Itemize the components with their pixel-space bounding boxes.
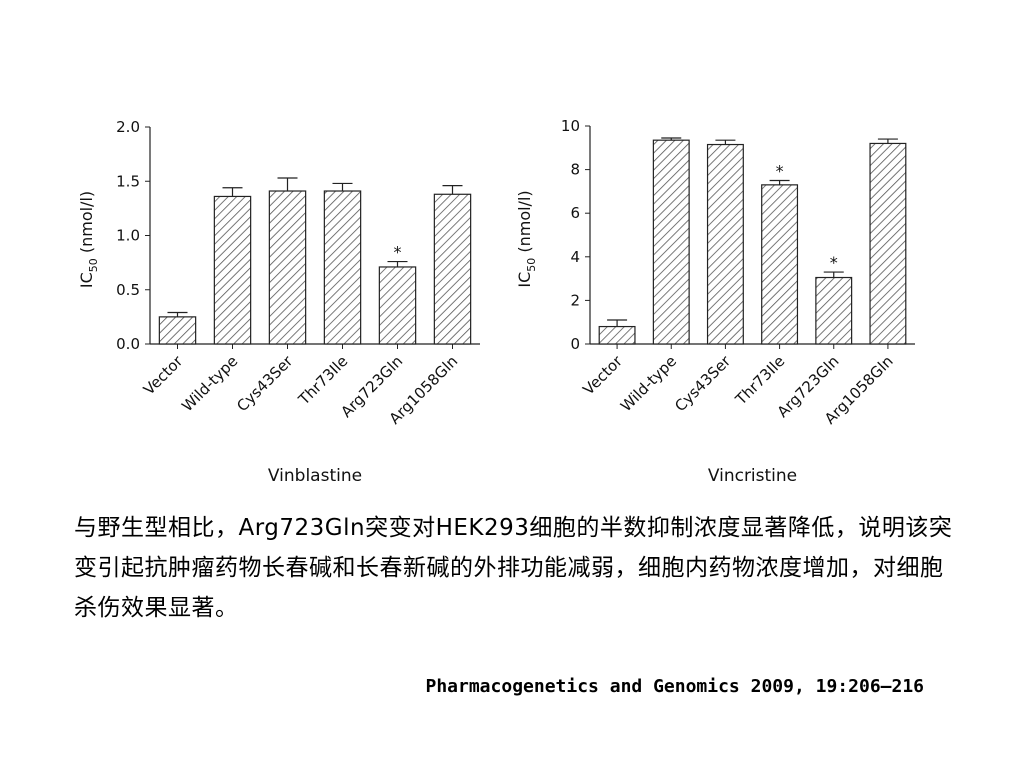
category-label: Cys43Ser [233, 352, 297, 416]
y-tick-label: 8 [570, 161, 580, 179]
bar-arg1058gln [869, 142, 907, 345]
bar-arg723gln [378, 266, 417, 345]
y-tick-label: 2 [570, 291, 580, 309]
y-tick-label: 1.5 [116, 172, 140, 190]
chart-title: Vincristine [708, 466, 797, 486]
citation-text: Pharmacogenetics and Genomics 2009, 19:2… [425, 676, 925, 697]
significance-star: * [394, 243, 402, 262]
bar-vector [158, 316, 197, 345]
bar-vector [598, 325, 636, 345]
chart-title: Vinblastine [268, 466, 362, 486]
y-tick-label: 0.5 [116, 281, 140, 299]
bar-thr73ile [761, 184, 799, 345]
y-tick-label: 2.0 [116, 118, 140, 136]
category-label: Vector [140, 352, 187, 399]
y-tick-label: 0.0 [116, 335, 140, 353]
y-tick-label: 1.0 [116, 227, 140, 245]
category-label: Wild-type [178, 352, 241, 415]
bar-wild-type [652, 139, 690, 345]
bar-arg1058gln [433, 193, 472, 345]
significance-star: * [830, 253, 838, 272]
bar-cys43ser [268, 190, 307, 345]
y-tick-label: 6 [570, 204, 580, 222]
y-axis-title: IC50 (nmol/l) [77, 191, 100, 288]
category-label: Wild-type [617, 352, 680, 415]
category-label: Thr73Ile [294, 352, 351, 409]
bar-thr73ile [323, 190, 362, 345]
y-tick-label: 10 [561, 117, 580, 135]
category-label: Cys43Ser [671, 352, 735, 416]
bar-wild-type [213, 195, 252, 345]
category-label: Vector [579, 352, 626, 399]
category-label: Thr73Ile [731, 352, 788, 409]
bar-arg723gln [815, 276, 853, 345]
y-axis-title: IC50 (nmol/l) [515, 190, 538, 287]
bar-cys43ser [706, 143, 744, 345]
caption-text: 与野生型相比，Arg723Gln突变对HEK293细胞的半数抑制浓度显著降低，说… [74, 515, 953, 621]
significance-star: * [776, 162, 784, 181]
y-tick-label: 0 [570, 335, 580, 353]
vinblastine-chart: 0.0 0.5 1.0 1.5 2.0 IC50 (nmol/l) VectorWild-t… [77, 118, 480, 486]
vincristine-chart: 0 2 4 6 8 10 IC50 (nmol/l) VectorWild-typeCys43… [515, 117, 915, 486]
y-tick-label: 4 [570, 248, 580, 266]
